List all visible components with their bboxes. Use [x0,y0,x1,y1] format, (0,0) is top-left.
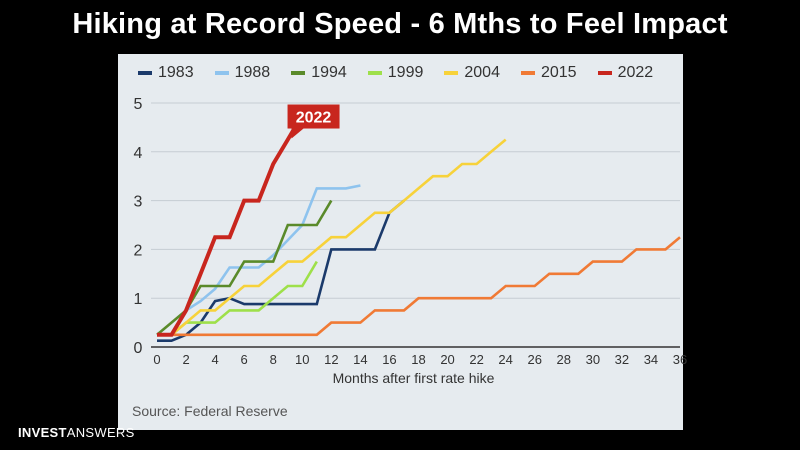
series-line-2004 [157,138,507,337]
legend-item-1994: 1994 [291,64,347,82]
y-tick-label: 0 [134,340,143,357]
x-tick-label: 0 [153,352,160,367]
annotation-box [287,104,340,129]
series-line-1983 [157,199,405,342]
legend-label: 1999 [387,64,424,81]
legend-swatch [138,71,152,75]
x-tick-label: 28 [557,352,571,367]
x-tick-label: 32 [615,352,629,367]
x-tick-label: 4 [211,352,218,367]
series-line-1988 [157,184,361,337]
x-tick-label: 12 [324,352,338,367]
legend-item-2022: 2022 [597,64,654,82]
legend-swatch [214,71,229,75]
x-tick-label: 36 [673,352,687,367]
legend-swatch [597,71,612,75]
x-tick-label: 18 [411,352,425,367]
legend-swatch [367,71,382,75]
brand-light: ANSWERS [66,425,135,440]
x-tick-label: 26 [527,352,541,367]
brand-logo: INVESTANSWERS [18,425,135,440]
x-axis-label: Months after first rate hike [333,370,495,386]
legend-label: 2004 [464,64,500,81]
x-tick-label: 6 [241,352,248,367]
x-tick-label: 22 [469,352,483,367]
legend-swatch [520,71,535,75]
series-line-2015 [157,236,681,337]
y-tick-label: 2 [134,242,143,259]
page-title: Hiking at Record Speed - 6 Mths to Feel … [72,8,728,40]
source-note: Source: Federal Reserve [132,403,288,419]
legend-item-2015: 2015 [520,64,577,82]
legend-label: 2015 [540,64,577,81]
legend-label: 1983 [158,64,194,81]
legend-item-1983: 1983 [138,64,194,82]
legend-swatch [291,71,306,75]
x-tick-label: 8 [270,352,277,367]
legend-item-1988: 1988 [214,64,271,82]
x-tick-label: 24 [498,352,512,367]
x-tick-label: 20 [440,352,454,367]
x-tick-label: 34 [644,352,658,367]
x-tick-label: 30 [586,352,600,367]
annotation-pointer [291,128,304,139]
x-tick-label: 16 [382,352,396,367]
series-line-2022 [157,126,297,337]
x-tick-label: 14 [353,352,367,367]
legend-swatch [444,71,459,75]
y-tick-label: 3 [134,194,143,211]
legend-item-2004: 2004 [444,64,500,82]
x-tick-label: 10 [295,352,309,367]
legend-label: 1994 [311,64,347,81]
y-tick-label: 1 [134,291,143,308]
brand-bold: INVEST [18,425,67,440]
legend-label: 1988 [234,64,271,81]
legend-label: 2022 [617,64,654,81]
chart-legend: 1983 1988 1994 1999 2004 2015 2022 [138,62,683,84]
y-tick-label: 4 [134,145,143,162]
x-tick-label: 2 [182,352,189,367]
legend-item-1999: 1999 [367,64,424,82]
annotation-label: 2022 [296,110,332,127]
y-tick-label: 5 [134,96,143,113]
